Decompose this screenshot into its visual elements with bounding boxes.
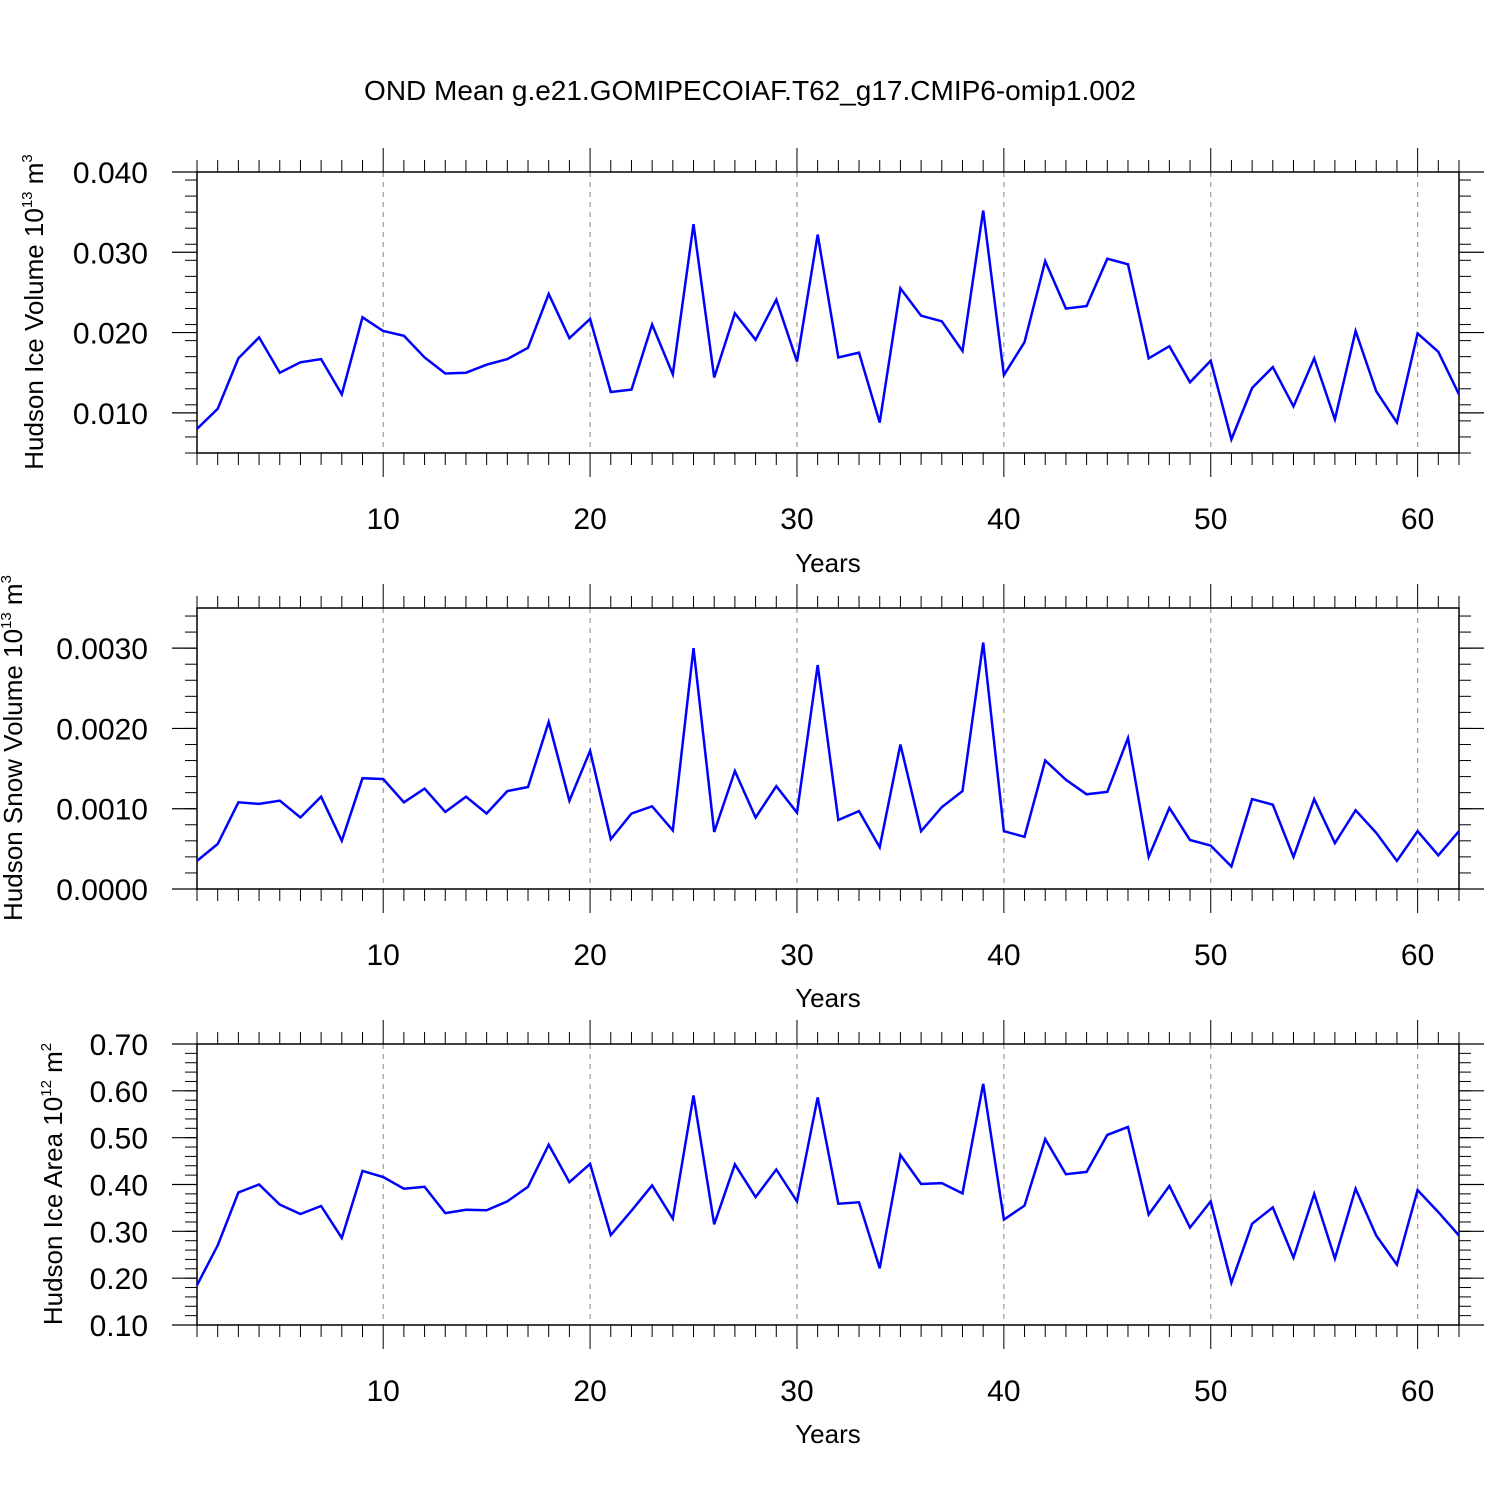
y-axis-label-exponent: 12: [38, 1080, 55, 1097]
x-tick-label: 30: [780, 939, 813, 972]
x-tick-label: 60: [1401, 939, 1434, 972]
y-tick-label: 0.70: [90, 1029, 148, 1062]
x-axis-label: Years: [795, 548, 861, 578]
y-axis-label: Hudson Ice Volume 1013 m3: [19, 154, 49, 470]
y-tick-label: 0.60: [90, 1076, 148, 1109]
x-tick-label: 40: [987, 939, 1020, 972]
y-tick-label: 0.0000: [56, 874, 148, 907]
x-tick-label: 60: [1401, 503, 1434, 536]
x-tick-label: 20: [573, 939, 606, 972]
x-tick-label: 60: [1401, 1375, 1434, 1408]
plot-frame: [196, 171, 1460, 454]
x-tick-label: 20: [573, 1375, 606, 1408]
x-tick-label: 50: [1194, 1375, 1227, 1408]
x-tick-label: 20: [573, 503, 606, 536]
x-tick-label: 30: [780, 1375, 813, 1408]
x-tick-label: 30: [780, 503, 813, 536]
x-axis-label: Years: [795, 983, 861, 1013]
y-axis-label-text: Hudson Ice Volume 10: [19, 208, 49, 470]
x-tick-label: 10: [367, 1375, 400, 1408]
y-tick-label: 0.0010: [56, 794, 148, 827]
y-axis-label: Hudson Snow Volume 1013 m3: [0, 575, 28, 921]
plot-frame: [196, 607, 1460, 890]
y-axis-label-unit-exponent: 2: [38, 1043, 55, 1051]
y-axis-label-exponent: 13: [0, 612, 15, 629]
y-tick-label: 0.010: [73, 398, 148, 431]
x-axis-label: Years: [795, 1419, 861, 1449]
y-axis-label: Hudson Ice Area 1012 m2: [38, 1043, 68, 1325]
y-tick-label: 0.040: [73, 157, 148, 190]
plot-frame: [196, 1043, 1460, 1326]
x-tick-label: 10: [367, 939, 400, 972]
y-tick-label: 0.030: [73, 237, 148, 270]
series-line: [196, 642, 1460, 869]
series-line: [196, 210, 1461, 444]
y-axis-label-unit: m: [0, 583, 28, 612]
y-tick-label: 0.40: [90, 1170, 148, 1203]
y-tick-label: 0.20: [90, 1263, 148, 1296]
x-tick-label: 50: [1194, 939, 1227, 972]
y-axis-label-exponent: 13: [19, 191, 36, 208]
panel-ice-area: 0.10 0.20 0.30 0.40 0.50 0.60 0.70 10 20 30 40 50 60…: [38, 1020, 1484, 1449]
y-tick-label: 0.50: [90, 1123, 148, 1156]
y-axis-label-unit: m: [38, 1051, 68, 1080]
panel-snow-volume: 0.0000 0.0010 0.0020 0.0030 10 20 30 40 50 60 Year…: [0, 575, 1484, 1013]
chart-title: OND Mean g.e21.GOMIPECOIAF.T62_g17.CMIP6…: [364, 75, 1136, 106]
y-axis-label-unit-exponent: 3: [0, 575, 15, 583]
x-tick-label: 50: [1194, 503, 1227, 536]
y-axis-label-unit-exponent: 3: [19, 154, 36, 162]
y-axis-label-unit: m: [19, 163, 49, 192]
y-axis-label-text: Hudson Snow Volume 10: [0, 629, 28, 921]
y-tick-label: 0.10: [90, 1310, 148, 1343]
x-tick-label: 40: [987, 1375, 1020, 1408]
y-tick-label: 0.30: [90, 1216, 148, 1249]
panel-ice-volume: 0.010 0.020 0.030 0.040 10 20 30 40 50 60 Years Hud…: [19, 148, 1484, 578]
y-tick-label: 0.0030: [56, 633, 148, 666]
series-line: [195, 1083, 1460, 1288]
y-tick-label: 0.020: [73, 318, 148, 351]
y-axis-label-text: Hudson Ice Area 10: [38, 1097, 68, 1325]
x-tick-label: 40: [987, 503, 1020, 536]
x-tick-label: 10: [367, 503, 400, 536]
y-tick-label: 0.0020: [56, 713, 148, 746]
